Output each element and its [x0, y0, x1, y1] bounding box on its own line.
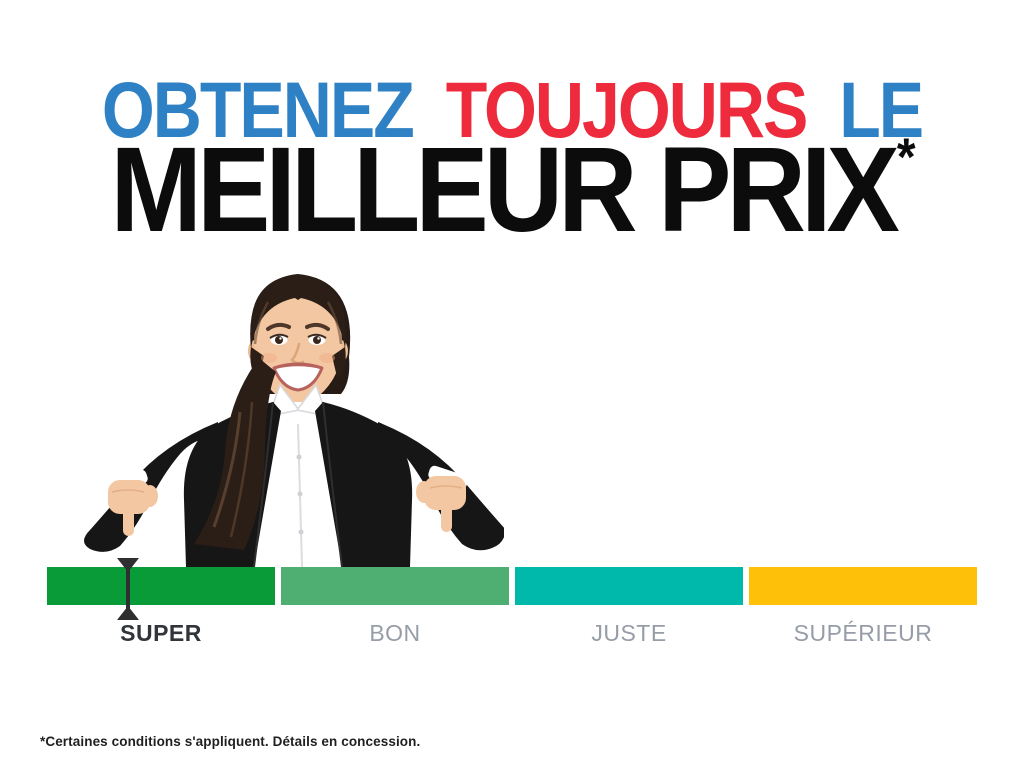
gauge-segment-bon [281, 567, 509, 605]
asterisk-superscript: * [896, 128, 916, 188]
gauge-label-juste: JUSTE [591, 620, 667, 646]
headline-line2: MEILLEUR PRIX* [0, 128, 1024, 251]
headline-word-obtenez: OBTENEZ [101, 66, 415, 155]
legal-disclaimer: *Certaines conditions s'appliquent. Déta… [40, 734, 421, 749]
price-gauge [47, 567, 977, 605]
gauge-label-super: SUPER [120, 620, 202, 646]
gauge-segment-juste [515, 567, 743, 605]
gauge-segment-super [47, 567, 275, 605]
gauge-marker-pin [117, 558, 139, 620]
gauge-segment-superieur [749, 567, 977, 605]
headline-line1: OBTENEZ TOUJOURS LE [0, 71, 1024, 150]
gauge-label-superieur: SUPÉRIEUR [793, 620, 933, 646]
gauge-label-bon: BON [369, 620, 421, 646]
headline-word-le: LE [839, 66, 924, 155]
headline-main-text: MEILLEUR PRIX [110, 122, 899, 258]
gauge-labels-row: SUPER BON JUSTE SUPÉRIEUR [47, 620, 977, 647]
pointing-woman-image [84, 274, 504, 567]
headline-word-toujours: TOUJOURS [445, 66, 809, 155]
